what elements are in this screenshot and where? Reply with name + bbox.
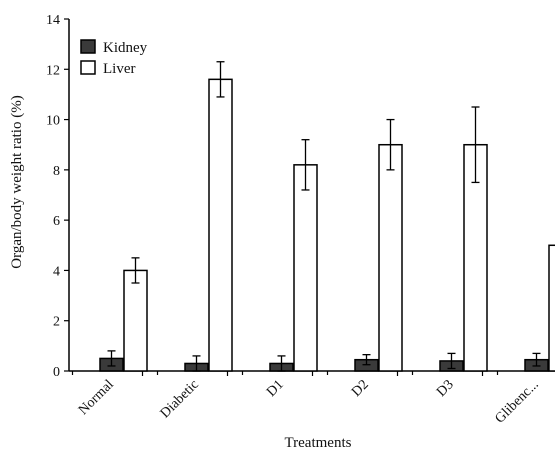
legend-swatch [80,60,96,75]
legend-label: Kidney [103,40,148,56]
bar [123,269,148,372]
x-tick-label: D3 [434,377,457,400]
y-tick-label: 0 [53,365,60,380]
bar [293,164,318,372]
bar [548,244,555,372]
x-tick-label: Diabetic [158,377,202,421]
bar [378,143,403,372]
x-tick-label: D1 [264,377,287,400]
y-tick-label: 4 [53,264,60,279]
y-tick-label: 12 [46,63,60,78]
legend-label: Liver [103,61,135,77]
legend-swatch [80,39,96,54]
bar [208,78,233,372]
y-tick-label: 2 [53,315,60,330]
legend: Kidney Liver [80,39,148,77]
bars [99,61,555,372]
x-tick-label: Glibenc... [492,377,541,426]
x-axis-label: Treatments [285,435,352,451]
y-axis-label: Organ/body weight ratio (%) [9,95,25,268]
x-tick-label: D2 [349,377,372,400]
y-tick-label: 14 [46,13,60,28]
y-tick-label: 10 [46,114,60,129]
x-tick-label: Normal [76,377,117,418]
y-tick-label: 8 [53,164,60,179]
y-tick-label: 6 [53,214,60,229]
